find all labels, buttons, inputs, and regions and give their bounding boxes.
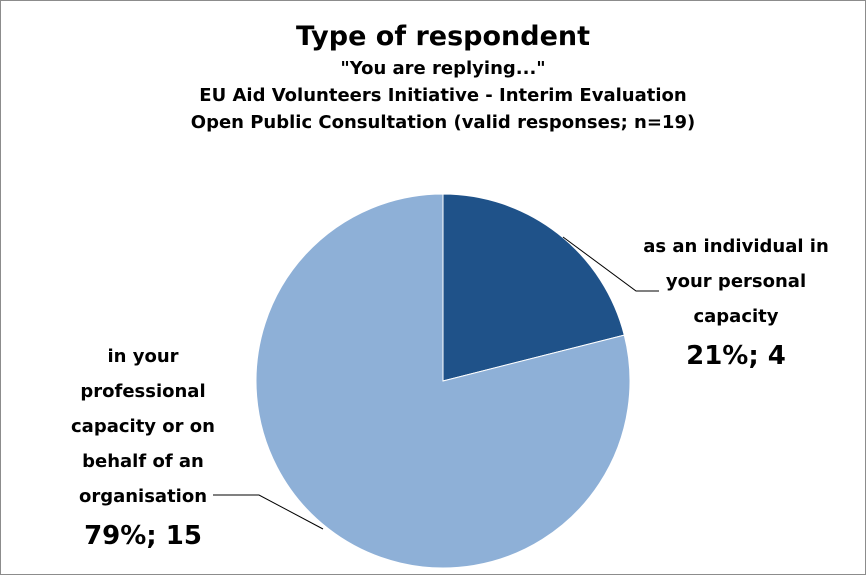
slice-category-individual: as an individual in your personal capaci…	[643, 236, 829, 327]
leader-line-professional	[213, 494, 324, 530]
pie-slice-individual	[442, 193, 625, 382]
slice-category-professional: in your professional capacity or on beha…	[71, 346, 215, 507]
chart-title: Type of respondent	[295, 21, 591, 52]
slice-label-individual: as an individual in your personal capaci…	[641, 229, 831, 374]
chart-subtitle-line-1: "You are replying..."	[340, 58, 546, 79]
pie-slice-professional	[255, 193, 631, 569]
slice-value-individual: 21%; 4	[686, 341, 786, 371]
leader-line-individual	[562, 236, 659, 292]
chart-subtitle-line-2: EU Aid Volunteers Initiative - Interim E…	[199, 85, 687, 106]
slice-value-professional: 79%; 15	[84, 521, 202, 551]
slice-label-professional: in your professional capacity or on beha…	[43, 339, 243, 554]
chart-title-block: Type of respondent "You are replying..."…	[1, 19, 865, 136]
chart-subtitle-line-3: Open Public Consultation (valid response…	[190, 112, 696, 133]
